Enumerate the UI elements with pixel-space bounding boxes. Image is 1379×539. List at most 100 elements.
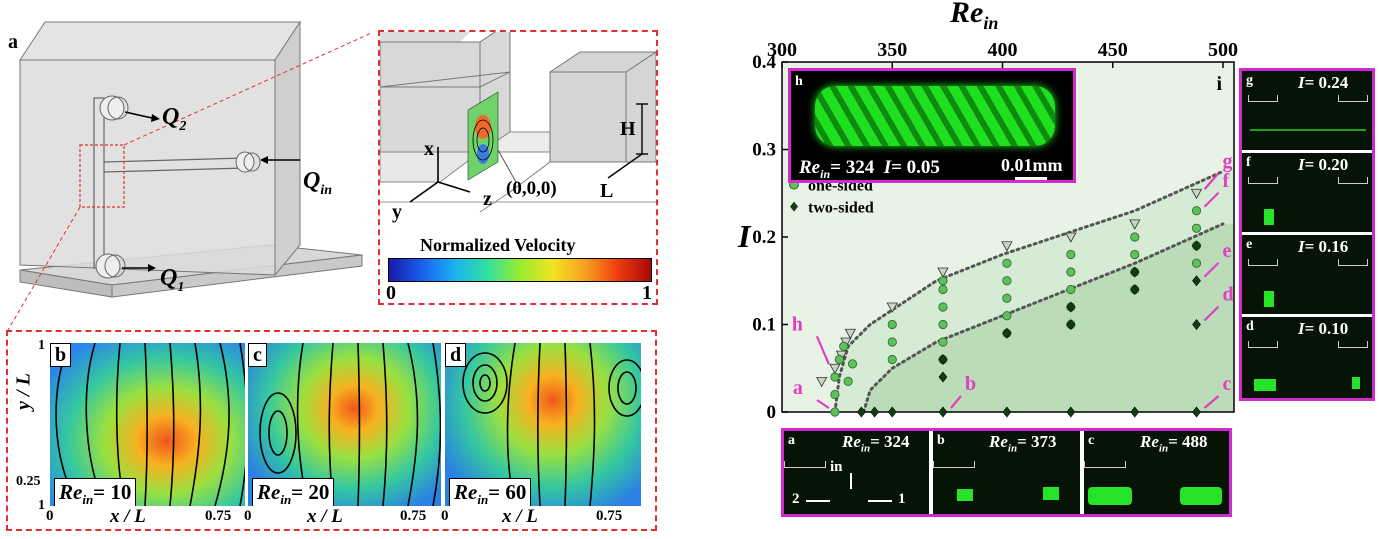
data-point-diamond <box>870 406 879 418</box>
data-point-circle <box>834 354 844 365</box>
annotation-arrow <box>1203 191 1220 208</box>
data-point-diamond <box>1066 406 1076 418</box>
data-point-diamond <box>1192 406 1201 418</box>
data-point-circle <box>1191 206 1202 216</box>
bottom-panel-a-re-label: Re <box>842 432 861 451</box>
annotation-label: c <box>1223 373 1232 395</box>
field-c-xtick-1: 0.75 <box>400 508 427 524</box>
side-panel-f-edge-right <box>1338 177 1368 184</box>
q2-label: Q2 <box>162 104 186 135</box>
chart-xlabel-text: Re <box>950 0 984 29</box>
data-point-diamond <box>1130 266 1140 278</box>
data-point-circle <box>847 359 858 369</box>
y-tick-label: 0.4 <box>752 52 776 73</box>
data-point-diamond <box>1066 301 1076 313</box>
side-panel-f-particle <box>1264 209 1274 225</box>
bottom-panel-b-re: Rein= 373 <box>989 432 1057 454</box>
q1-text: Q <box>160 265 178 291</box>
left-arrow-icon <box>806 500 830 502</box>
annotation-arrow <box>1203 172 1220 190</box>
bottom-panel-b-re-value: = 373 <box>1017 432 1057 451</box>
side-panel-d-particle-2 <box>1352 377 1360 389</box>
data-point-diamond <box>856 406 866 418</box>
field-d-xlabel: x / L <box>502 506 538 527</box>
boundary-upper-curve <box>833 169 1225 414</box>
x-tick-label: 500 <box>1208 39 1238 61</box>
panel-h-particle <box>815 86 1055 146</box>
data-point-circle <box>1066 284 1076 295</box>
side-panel-g-streak <box>1250 129 1366 131</box>
field-d-xtick-1: 0.75 <box>596 508 623 524</box>
annotation-label: h <box>792 313 803 335</box>
field-b-xtick-0: 0 <box>46 508 54 524</box>
data-point-triangle <box>1001 241 1013 252</box>
qin-label: Qin <box>303 168 332 199</box>
side-panel-e-i-label: I <box>1298 237 1305 256</box>
device-schematic <box>7 20 370 330</box>
data-point-diamond <box>887 406 897 418</box>
bottom-panel-b-channel-edge <box>933 461 975 468</box>
data-point-circle <box>1002 276 1012 286</box>
velocity-field-b: b Rein= 10 <box>50 343 245 506</box>
field-c-re-tag: Rein= 20 <box>252 478 335 506</box>
fields-ytick-top: 1 <box>38 338 45 353</box>
side-panel-f-i-label: I <box>1298 155 1305 174</box>
inset-axis-x: x <box>424 138 434 160</box>
annotation-arrow <box>950 395 962 409</box>
field-b-re-sub: in <box>82 492 94 506</box>
annotation-arrow <box>1203 395 1220 409</box>
fields-ytick-1: 1 <box>38 498 45 513</box>
bottom-panel-a-re: Rein= 324 <box>842 432 910 454</box>
field-b-re-value: = 10 <box>93 480 132 504</box>
side-panel-e-i: I= 0.16 <box>1298 237 1348 257</box>
x-tick-label: 450 <box>1098 39 1128 61</box>
bottom-panel-c-label: c <box>1088 433 1095 448</box>
data-point-circle <box>1066 267 1076 277</box>
q1-label: Q1 <box>160 265 184 296</box>
side-panel-d-edge-left <box>1248 341 1278 348</box>
bottom-panel-c-particle-1 <box>1088 487 1132 505</box>
region-two-sided <box>863 223 1234 412</box>
field-b-xlabel: x / L <box>110 506 146 527</box>
velocity-field-d: d Rein= 60 <box>445 343 641 506</box>
inset-origin-label: (0,0,0) <box>506 178 557 199</box>
field-d-re-sub: in <box>477 492 489 506</box>
side-panel-d: d I= 0.10 <box>1242 317 1372 398</box>
annotation-arrow <box>815 335 830 365</box>
annotation-label: g <box>1223 150 1233 172</box>
bottom-panel-b-particle-2 <box>1043 487 1059 500</box>
chart-xlabel-sub: in <box>983 13 999 33</box>
bottom-panel-a-label: a <box>788 433 795 448</box>
data-point-circle <box>887 337 897 347</box>
field-c-xlabel: x / L <box>307 506 343 527</box>
right-arrow-icon <box>868 500 892 502</box>
field-d-xtick-0: 0 <box>441 508 449 524</box>
qin-text: Q <box>303 168 321 194</box>
side-panel-g-label: g <box>1246 73 1253 88</box>
side-panel-f-edge-left <box>1248 177 1278 184</box>
colorbar-min: 0 <box>386 282 396 304</box>
inset-axis-y: y <box>392 201 402 223</box>
bottom-panel-a-channel-edge <box>784 461 826 468</box>
boundary-lower-curve <box>862 222 1225 414</box>
data-point-triangle <box>886 302 898 313</box>
data-point-diamond <box>1192 240 1201 252</box>
panel-h-re-label: Re <box>799 157 821 178</box>
bottom-panel-c-re-sub: in <box>1158 442 1169 455</box>
panel-h-scalebar-text: 0.01mm <box>1001 155 1063 175</box>
inset-dim-h: H <box>620 118 636 140</box>
bottom-panel-a: a Rein= 324 in 2 1 <box>784 431 929 514</box>
bottom-panel-b-particle-1 <box>957 489 973 501</box>
colorbar-max: 1 <box>642 282 652 304</box>
x-tick-label: 400 <box>987 39 1017 61</box>
data-point-circle <box>839 341 849 351</box>
data-point-circle <box>938 276 948 286</box>
colorbar <box>388 258 652 282</box>
side-panel-e-particle <box>1264 291 1274 307</box>
annotation-arrow <box>1203 261 1220 278</box>
panel-h-i-label: I <box>883 157 892 178</box>
bottom-panel-a-re-sub: in <box>860 442 871 455</box>
bottom-panel-c: c Rein= 488 <box>1084 431 1229 514</box>
in-arrow-icon <box>850 473 852 489</box>
